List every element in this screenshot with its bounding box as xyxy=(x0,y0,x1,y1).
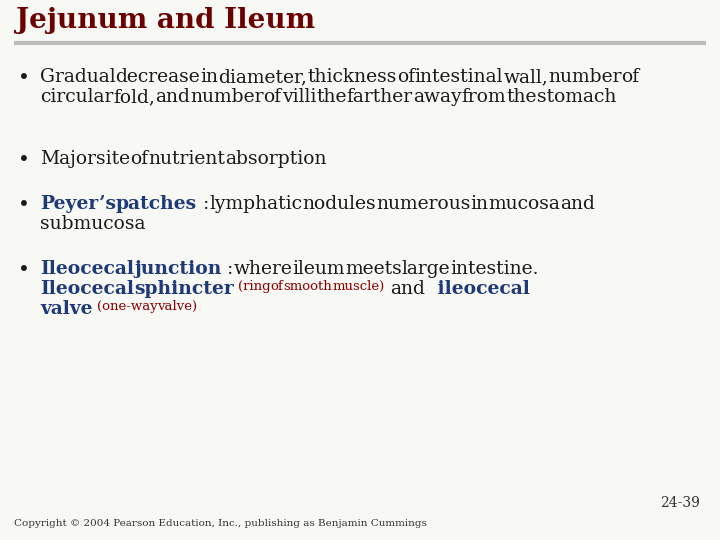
Text: junction: junction xyxy=(134,260,221,278)
Text: absorption: absorption xyxy=(225,150,327,168)
Text: Jejunum and Ileum: Jejunum and Ileum xyxy=(16,7,315,34)
Text: Peyer’s: Peyer’s xyxy=(40,195,116,213)
Text: in: in xyxy=(200,68,218,86)
Text: and: and xyxy=(390,280,426,298)
Text: sphincter: sphincter xyxy=(134,280,234,298)
Text: (one-way: (one-way xyxy=(96,300,158,313)
Text: number: number xyxy=(190,88,264,106)
Text: of: of xyxy=(130,150,148,168)
Text: •: • xyxy=(18,150,30,169)
Text: of: of xyxy=(264,88,282,106)
Text: valve: valve xyxy=(40,300,92,318)
Text: •: • xyxy=(18,260,30,279)
Text: ileocecal: ileocecal xyxy=(431,280,530,298)
Text: Gradual: Gradual xyxy=(40,68,116,86)
Text: of: of xyxy=(271,280,284,293)
Text: large: large xyxy=(402,260,451,278)
Text: site: site xyxy=(96,150,130,168)
Text: valve): valve) xyxy=(158,300,197,313)
Text: diameter,: diameter, xyxy=(218,68,307,86)
Text: numerous: numerous xyxy=(376,195,470,213)
Text: submucosa: submucosa xyxy=(40,215,145,233)
Text: meets: meets xyxy=(345,260,402,278)
Text: decrease: decrease xyxy=(116,68,200,86)
Text: circular: circular xyxy=(40,88,113,106)
Text: villi: villi xyxy=(282,88,316,106)
Text: the: the xyxy=(506,88,536,106)
Text: number: number xyxy=(548,68,621,86)
Text: Major: Major xyxy=(40,150,96,168)
Text: ileum: ileum xyxy=(292,260,345,278)
Text: muscle): muscle) xyxy=(332,280,384,293)
Text: thickness: thickness xyxy=(307,68,397,86)
Text: intestinal: intestinal xyxy=(415,68,503,86)
Text: 24-39: 24-39 xyxy=(660,496,700,510)
Text: in: in xyxy=(470,195,488,213)
Text: of: of xyxy=(621,68,639,86)
Text: lymphatic: lymphatic xyxy=(210,195,302,213)
Text: patches: patches xyxy=(116,195,197,213)
Text: and: and xyxy=(560,195,595,213)
Text: Ileocecal: Ileocecal xyxy=(40,280,134,298)
Text: nodules: nodules xyxy=(302,195,376,213)
Text: from: from xyxy=(462,88,506,106)
Text: the: the xyxy=(316,88,346,106)
Text: where: where xyxy=(233,260,292,278)
Text: •: • xyxy=(18,68,30,87)
Text: farther: farther xyxy=(346,88,413,106)
Text: stomach: stomach xyxy=(536,88,616,106)
Text: nutrient: nutrient xyxy=(148,150,225,168)
Text: of: of xyxy=(397,68,415,86)
Text: intestine.: intestine. xyxy=(451,260,539,278)
Text: :: : xyxy=(197,195,210,213)
Text: wall,: wall, xyxy=(503,68,548,86)
Text: Ileocecal: Ileocecal xyxy=(40,260,134,278)
Text: fold,: fold, xyxy=(113,88,156,106)
Text: smooth: smooth xyxy=(284,280,332,293)
Text: (ring: (ring xyxy=(238,280,271,293)
Text: and: and xyxy=(156,88,190,106)
Text: mucosa: mucosa xyxy=(488,195,560,213)
Text: •: • xyxy=(18,195,30,214)
Text: Copyright © 2004 Pearson Education, Inc., publishing as Benjamin Cummings: Copyright © 2004 Pearson Education, Inc.… xyxy=(14,519,427,528)
Text: away: away xyxy=(413,88,462,106)
Text: :: : xyxy=(221,260,233,278)
